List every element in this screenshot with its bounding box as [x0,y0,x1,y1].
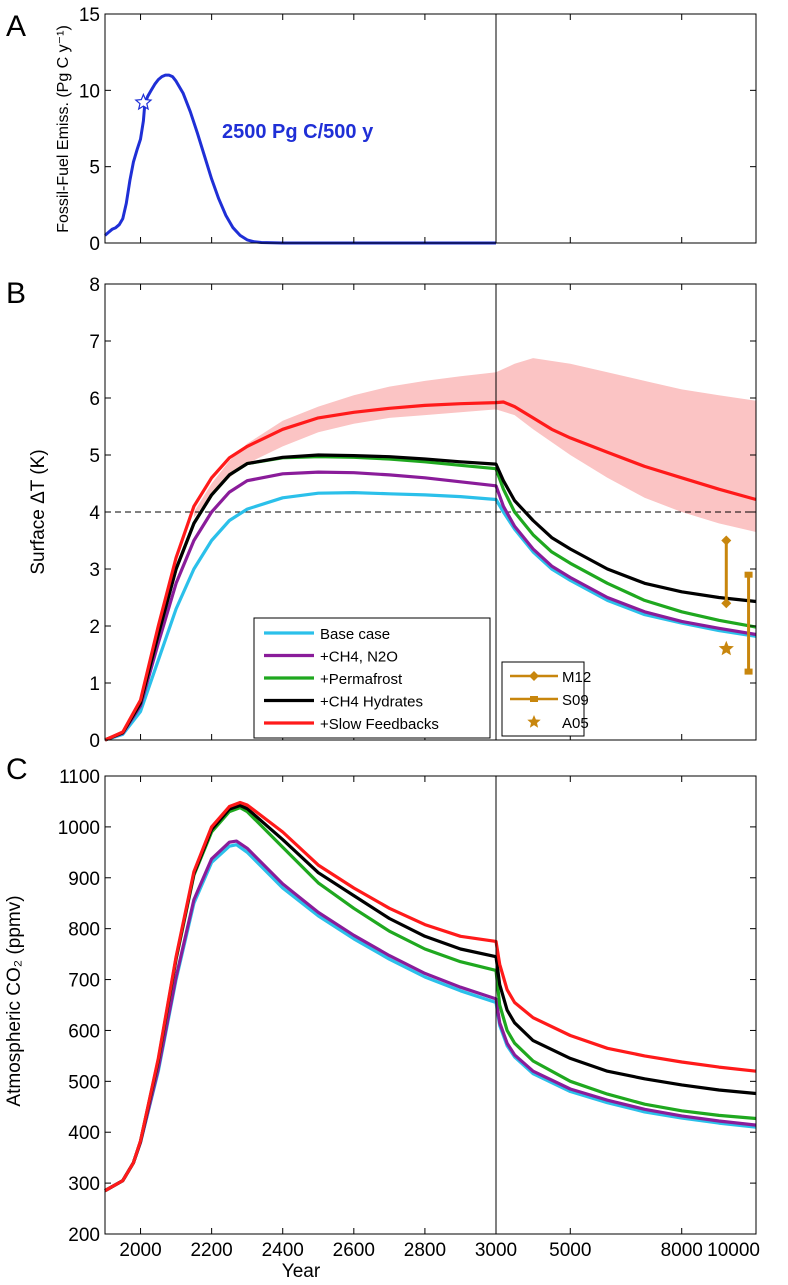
panel-c-y-axis-label: Atmospheric CO₂ (ppmv) [4,895,25,1106]
panel-b-series-base [104,491,757,742]
x-tick-label: 3000 [475,1240,517,1261]
panel-b-y-tick-label: 4 [89,503,100,524]
obs-marker-s09 [744,571,753,578]
panel-c-y-tick-label: 1100 [59,767,100,788]
panel-c-y-tick-label: 800 [68,920,100,941]
panel-b-y-tick-label: 1 [89,674,100,695]
x-axis-label: Year [282,1261,321,1280]
panel-a-series-emissions [104,73,496,245]
panel-b-series-slow [104,400,757,742]
x-tick-label: 8000 [661,1240,703,1261]
panel-c-frame [104,775,757,1235]
obs-legend-label-s09: S09 [562,692,589,709]
panel-a-y-axis-label: Fossil-Fuel Emiss. (Pg C y⁻¹) [55,25,72,233]
uncertainty-band [193,358,756,532]
panel-a-frame [104,13,757,244]
obs-legend-label-m12: M12 [562,669,591,686]
x-tick-label: 2200 [190,1240,232,1261]
panel-c-y-tick-label: 300 [68,1174,100,1195]
obs-marker-a05 [718,640,734,656]
x-tick-label: 2800 [404,1240,446,1261]
x-tick-label: 2000 [119,1240,161,1261]
panel-b-series-ch4n2o [104,470,757,742]
panel-c-letter: C [6,753,28,786]
panel-c-plot: 200 300 400 500 600 700 800 900 1000 1100 2000 2200… [58,767,760,1261]
panel-c-y-tick-label: 200 [68,1225,100,1246]
panel-c-y-tick-label: 400 [68,1123,100,1144]
panel-b-y-axis-label: Surface ΔT (K) [28,449,49,574]
series-legend: Base case +CH4, N2O +Permafrost +CH4 Hydrat… [253,617,491,739]
panel-b-plot: 0 1 2 3 4 5 6 7 8 [89,275,757,752]
panel-c-y-tick-label: 1000 [58,818,100,839]
panel-a-y-tick-label: 0 [89,234,100,255]
x-tick-label: 10000 [707,1240,760,1261]
panel-c-series-ch4n2o [104,839,757,1193]
obs-legend-marker-s09 [530,696,538,702]
obs-marker-m12 [721,535,732,546]
panel-a-y-tick-label: 15 [79,5,100,26]
emissions-annotation: 2500 Pg C/500 y [222,121,374,143]
panel-b-y-tick-label: 3 [89,560,100,581]
panel-b-y-tick-label: 7 [89,332,100,353]
panel-b-y-tick-label: 2 [89,617,100,638]
x-tick-label: 5000 [549,1240,591,1261]
panel-b-y-tick-label: 6 [89,389,100,410]
legend-label-base: Base case [320,626,390,643]
panel-c-series-hydrates [104,803,757,1193]
obs-legend-label-a05: A05 [562,715,589,732]
panel-b-y-tick-label: 8 [89,275,100,296]
obs-marker-s09 [744,668,753,675]
panel-c-series-base [104,843,757,1193]
legend-label-permafrost: +Permafrost [320,671,403,688]
panel-a-y-tick-label: 10 [79,81,100,102]
panel-a-letter: A [6,10,26,43]
emissions-star-marker [134,92,153,111]
panel-c-series-permafrost [104,806,757,1193]
panel-c-y-tick-label: 600 [68,1021,100,1042]
panel-b-y-tick-label: 5 [89,446,100,467]
obs-legend-marker-a05 [527,715,541,728]
x-tick-label: 2400 [262,1240,304,1261]
panel-b-series-hydrates [104,453,757,742]
panel-b-letter: B [6,277,26,310]
panel-c-y-tick-label: 500 [68,1072,100,1093]
panel-c-series-slow [104,800,757,1193]
observation-legend: M12 S09 A05 [501,661,591,737]
panel-c-y-tick-label: 700 [68,971,100,992]
obs-legend-marker-m12 [529,671,539,681]
legend-label-slow: +Slow Feedbacks [320,716,439,733]
legend-label-ch4n2o: +CH4, N2O [320,649,398,666]
legend-label-hydrates: +CH4 Hydrates [320,694,423,711]
panel-a-plot: 0 5 10 15 [79,5,757,255]
x-tick-label: 2600 [333,1240,375,1261]
panel-a-y-tick-label: 5 [89,158,100,179]
panel-c-y-tick-label: 900 [68,869,100,890]
panel-b-y-tick-label: 0 [89,731,100,752]
obs-marker-m12 [721,598,732,609]
